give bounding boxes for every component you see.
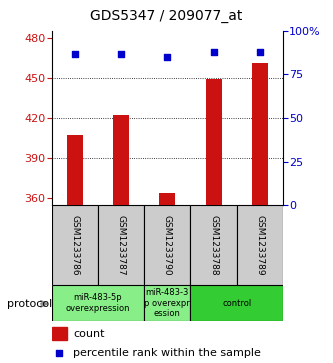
Bar (144, 205, 190, 285)
Bar (52, 205, 98, 285)
Bar (159, 193, 175, 205)
Text: percentile rank within the sample: percentile rank within the sample (74, 348, 261, 358)
Point (57, 350, 62, 355)
Bar (205, 79, 222, 205)
Point (211, 49, 216, 55)
Bar (67, 135, 83, 205)
Point (165, 54, 170, 60)
Bar (190, 205, 237, 285)
Bar (113, 115, 129, 205)
Text: miR-483-3
p overexpr
ession: miR-483-3 p overexpr ession (145, 288, 190, 318)
Text: GSM1233787: GSM1233787 (117, 215, 126, 276)
Text: miR-483-5p
overexpression: miR-483-5p overexpression (66, 293, 130, 313)
Bar (52, 327, 67, 340)
Point (257, 49, 263, 55)
Text: GSM1233790: GSM1233790 (163, 215, 172, 276)
Text: control: control (222, 299, 251, 307)
Text: protocol: protocol (7, 299, 52, 309)
Point (72, 50, 77, 56)
Bar (190, 285, 283, 321)
Text: GSM1233788: GSM1233788 (209, 215, 218, 276)
Bar (52, 285, 144, 321)
Bar (252, 63, 268, 205)
Bar (237, 205, 283, 285)
Point (119, 50, 124, 56)
Text: GSM1233789: GSM1233789 (255, 215, 264, 276)
Text: GSM1233786: GSM1233786 (70, 215, 79, 276)
Bar (144, 285, 190, 321)
Bar (98, 205, 144, 285)
Text: GDS5347 / 209077_at: GDS5347 / 209077_at (90, 9, 243, 23)
Text: count: count (74, 329, 105, 339)
